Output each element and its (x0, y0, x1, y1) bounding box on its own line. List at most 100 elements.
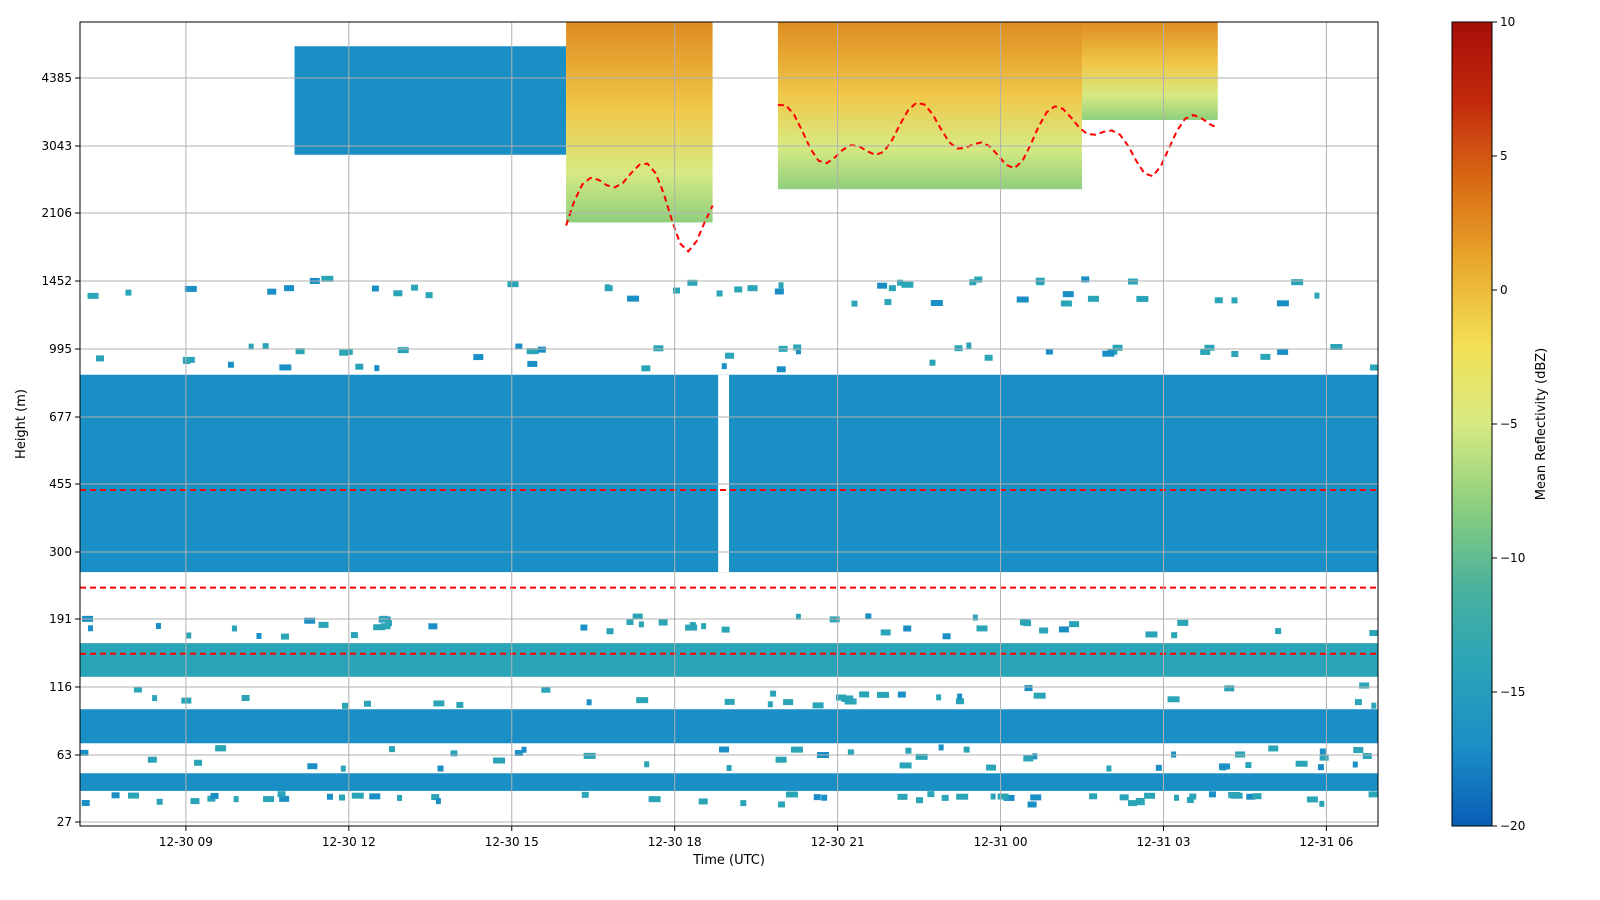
x-tick-label: 12-31 03 (1137, 835, 1191, 849)
x-tick-label: 12-30 09 (159, 835, 213, 849)
echo-speckle (81, 800, 90, 807)
echo-speckle (1045, 348, 1053, 355)
echo-speckle (897, 279, 904, 286)
echo-speckle (456, 701, 464, 708)
echo-speckle (1246, 793, 1256, 800)
echo-speckle (783, 699, 794, 706)
echo-speckle (1186, 797, 1194, 804)
y-tick-label: 3043 (41, 139, 72, 153)
echo-speckle (147, 756, 157, 763)
echo-speckle (1127, 278, 1138, 285)
echo-speckle (627, 295, 640, 302)
echo-speckle (778, 282, 784, 289)
echo-speckle (1204, 344, 1215, 351)
y-tick-label: 1452 (41, 274, 72, 288)
echo-speckle (1081, 276, 1090, 283)
echo-speckle (184, 285, 197, 292)
colorbar-tick-label: 5 (1500, 149, 1508, 163)
echo-speckle (1136, 295, 1149, 302)
echo-speckle (111, 792, 120, 799)
echo-speckle (514, 750, 523, 757)
echo-speckle (1155, 764, 1162, 771)
region-mid-band (80, 643, 1378, 677)
echo-speckle (847, 749, 854, 756)
y-tick-label: 995 (49, 342, 72, 356)
echo-speckle (1106, 765, 1112, 772)
echo-speckle (1119, 794, 1129, 801)
echo-speckle (428, 623, 438, 630)
echo-speckle (1144, 792, 1156, 799)
echo-speckle (262, 343, 269, 350)
echo-speckle (1230, 792, 1243, 799)
echo-speckle (194, 759, 203, 766)
region-cirrus-gap (712, 22, 778, 232)
echo-speckle (284, 285, 295, 292)
echo-speckle (411, 284, 419, 291)
echo-speckle (1135, 799, 1145, 806)
echo-speckle (1219, 763, 1231, 770)
echo-speckle (125, 289, 132, 296)
plot-area (79, 21, 1379, 827)
echo-speckle (80, 749, 89, 756)
echo-speckle (770, 690, 777, 697)
echo-speckle (580, 624, 588, 631)
echo-speckle (942, 633, 951, 640)
echo-speckle (1024, 685, 1033, 692)
echo-speckle (963, 746, 970, 753)
echo-speckle (1359, 682, 1370, 689)
echo-speckle (901, 281, 914, 288)
echo-speckle (1353, 747, 1364, 754)
echo-speckle (128, 792, 140, 799)
echo-speckle (957, 693, 963, 700)
echo-speckle (1003, 794, 1015, 801)
region-cirrus-right (1082, 22, 1218, 120)
region-low-cloud-gap (718, 374, 729, 573)
echo-speckle (1317, 764, 1324, 771)
echo-speckle (186, 632, 192, 639)
echo-speckle (1171, 632, 1178, 639)
echo-speckle (626, 618, 634, 625)
echo-speckle (1030, 794, 1042, 801)
echo-speckle (1268, 745, 1279, 752)
echo-speckle (1020, 619, 1031, 626)
echo-speckle (986, 764, 997, 771)
echo-speckle (256, 632, 262, 639)
echo-speckle (1167, 696, 1180, 703)
echo-speckle (1369, 630, 1378, 637)
echo-speckle (1368, 791, 1378, 798)
echo-speckle (775, 756, 787, 763)
echo-speckle (384, 620, 392, 627)
echo-speckle (1069, 621, 1080, 628)
echo-speckle (393, 290, 403, 297)
echo-speckle (795, 348, 801, 355)
echo-speckle (1177, 619, 1189, 626)
echo-speckle (1231, 350, 1239, 357)
colorbar-tick-label: −5 (1500, 417, 1518, 431)
echo-speckle (1369, 364, 1378, 371)
echo-speckle (1224, 685, 1235, 692)
echo-speckle (1189, 793, 1197, 800)
echo-speckle (1235, 751, 1246, 758)
echo-speckle (1128, 800, 1138, 807)
echo-speckle (295, 348, 305, 355)
echo-speckle (880, 629, 891, 636)
echo-speckle (373, 624, 386, 631)
colorbar-title: Mean Reflectivity (dBZ) (1534, 348, 1549, 501)
y-tick-label: 116 (49, 680, 72, 694)
colorbar: 10 5 0 −5 −10 −15 −20 Mean Reflectivity (dBZ) (1451, 15, 1549, 833)
echo-speckle (648, 796, 661, 803)
echo-speckle (527, 360, 538, 367)
echo-speckle (450, 750, 458, 757)
echo-speckle (734, 286, 743, 293)
echo-speckle (231, 625, 237, 632)
echo-speckle (916, 797, 924, 804)
echo-speckle (1060, 300, 1072, 307)
x-axis-title: Time (UTC) (692, 853, 765, 868)
echo-speckle (899, 762, 912, 769)
echo-speckle (190, 798, 200, 805)
echo-speckle (1112, 344, 1123, 351)
echo-speckle (747, 285, 758, 292)
echo-speckle (267, 288, 277, 295)
echo-speckle (1354, 699, 1362, 706)
echo-speckle (719, 746, 730, 753)
